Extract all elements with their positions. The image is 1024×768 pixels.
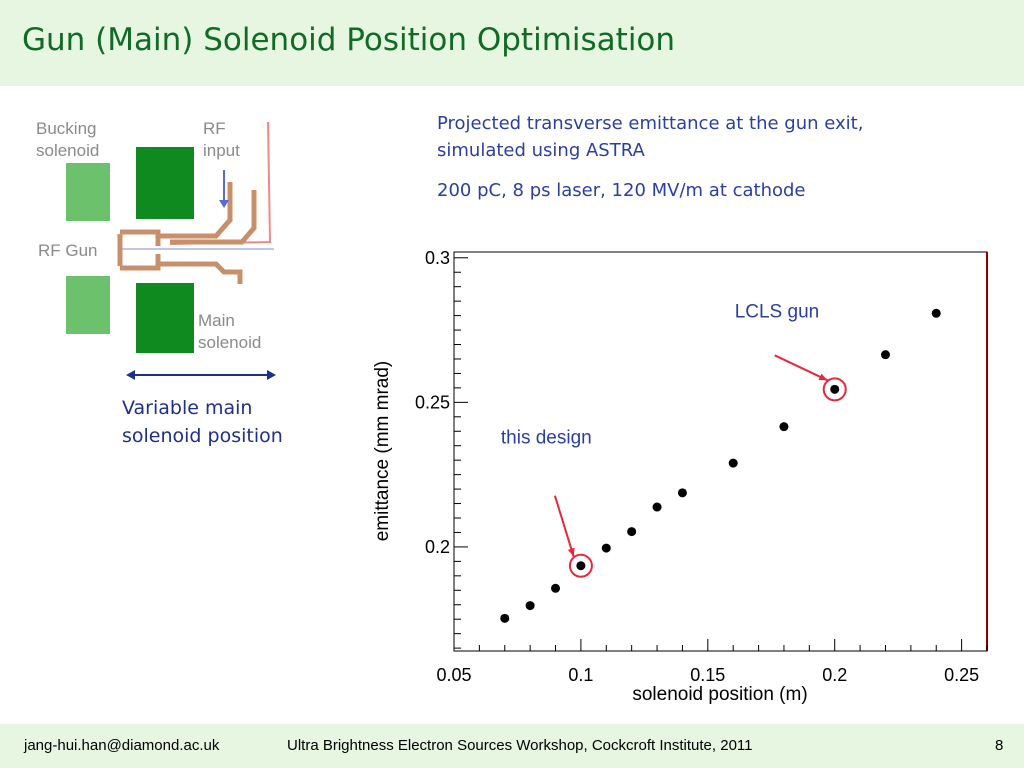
data-point: [500, 613, 510, 623]
footer-email: jang-hui.han@diamond.ac.uk: [24, 737, 220, 754]
data-point: [830, 384, 840, 394]
data-point: [728, 458, 738, 468]
data-point: [880, 350, 890, 360]
main-solenoid-lower: [136, 283, 194, 353]
gun-diagram: [66, 121, 274, 353]
annotation-arrow: [774, 354, 828, 382]
main-solenoid-label-1: Main: [198, 311, 235, 330]
data-point: [931, 308, 941, 318]
annotation-label: LCLS gun: [735, 301, 820, 322]
slide-title: Gun (Main) Solenoid Position Optimisatio…: [22, 22, 676, 58]
data-point: [652, 502, 662, 512]
bucking-label-1: Bucking: [36, 119, 97, 138]
main-solenoid-upper: [136, 147, 194, 219]
position-arrow-heads: [126, 370, 276, 380]
x-tick-label: 0.25: [944, 665, 979, 685]
annotation-ring: [822, 377, 847, 402]
data-point: [627, 527, 637, 537]
x-tick-label: 0.15: [690, 665, 725, 685]
plot-frame: [453, 251, 988, 652]
page-number: 8: [995, 737, 1004, 754]
data-point: [677, 488, 687, 498]
header-bar: [0, 0, 1024, 86]
x-tick-label: 0.1: [568, 665, 593, 685]
y-tick-label: 0.3: [425, 248, 450, 268]
main-solenoid-label-2: solenoid: [198, 333, 262, 352]
data-point: [551, 583, 561, 593]
annotation-arrowhead: [818, 373, 828, 381]
rf-input-arrowhead: [219, 200, 229, 208]
x-tick-label: 0.2: [822, 665, 847, 685]
y-tick-label: 0.25: [415, 392, 450, 412]
rf-label-2: input: [203, 141, 240, 160]
rf-label-1: RF: [203, 119, 226, 138]
rf-gun-label: RF Gun: [38, 241, 98, 260]
x-tick-label: 0.05: [436, 665, 471, 685]
annotation-arrowhead: [567, 547, 575, 557]
annotation-arrow: [553, 495, 575, 558]
rf-gun-body: [117, 182, 257, 284]
y-axis-label: emittance (mm mrad): [372, 361, 393, 542]
data-point: [525, 601, 535, 611]
description-line-2: simulated using ASTRA: [437, 140, 645, 161]
footer-event: Ultra Brightness Electron Sources Worksh…: [287, 737, 753, 754]
data-point: [779, 422, 789, 432]
bucking-solenoid-upper: [66, 163, 110, 221]
emittance-chart: 0.05 0.1 0.15 0.2 0.25 0.2 0.25 0.3 LCLS gun thi…: [372, 248, 988, 705]
x-axis-label: solenoid position (m): [632, 684, 807, 705]
bucking-solenoid-lower: [66, 276, 110, 334]
annotation-ring: [568, 553, 593, 578]
footer-bar: [0, 724, 1024, 768]
bucking-label-2: solenoid: [36, 141, 100, 160]
caption-line-1: Variable main: [122, 397, 253, 419]
data-point: [576, 561, 586, 571]
y-tick-label: 0.2: [425, 537, 450, 557]
caption-line-2: solenoid position: [122, 425, 283, 447]
description-line-1: Projected transverse emittance at the gu…: [437, 113, 864, 134]
description-line-3: 200 pC, 8 ps laser, 120 MV/m at cathode: [437, 180, 806, 201]
data-point: [601, 543, 611, 553]
annotation-label: this design: [501, 428, 592, 449]
